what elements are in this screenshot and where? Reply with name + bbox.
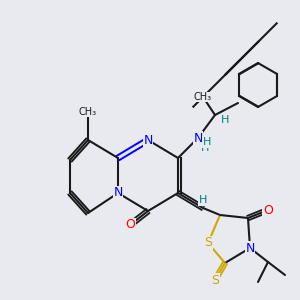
Text: N: N xyxy=(193,131,203,145)
Text: N: N xyxy=(143,134,153,146)
Text: H: H xyxy=(203,137,211,147)
Text: H: H xyxy=(221,115,229,125)
Text: CH₃: CH₃ xyxy=(79,107,97,117)
Text: O: O xyxy=(125,218,135,232)
Text: N: N xyxy=(113,187,123,200)
Text: H: H xyxy=(199,195,207,205)
Text: CH₃: CH₃ xyxy=(194,92,212,102)
Text: S: S xyxy=(204,236,212,250)
Text: O: O xyxy=(263,203,273,217)
Text: N: N xyxy=(245,242,255,254)
Text: S: S xyxy=(211,274,219,286)
Text: H: H xyxy=(201,143,209,153)
